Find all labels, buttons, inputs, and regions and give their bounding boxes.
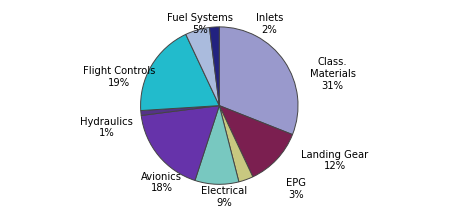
Wedge shape [140, 34, 219, 111]
Text: Avionics
18%: Avionics 18% [141, 172, 182, 193]
Wedge shape [219, 27, 298, 135]
Text: Hydraulics
1%: Hydraulics 1% [80, 117, 133, 138]
Wedge shape [219, 106, 293, 177]
Text: Class.
Materials
31%: Class. Materials 31% [309, 57, 356, 91]
Text: Inlets
2%: Inlets 2% [255, 13, 283, 35]
Wedge shape [141, 106, 219, 180]
Wedge shape [209, 27, 219, 106]
Wedge shape [195, 106, 239, 184]
Wedge shape [186, 27, 219, 106]
Text: Flight Controls
19%: Flight Controls 19% [83, 66, 155, 88]
Wedge shape [219, 106, 253, 182]
Text: Landing Gear
12%: Landing Gear 12% [301, 149, 368, 171]
Text: Electrical
9%: Electrical 9% [201, 186, 247, 208]
Wedge shape [141, 106, 219, 116]
Text: Fuel Systems
5%: Fuel Systems 5% [167, 13, 233, 35]
Text: EPG
3%: EPG 3% [286, 178, 306, 200]
